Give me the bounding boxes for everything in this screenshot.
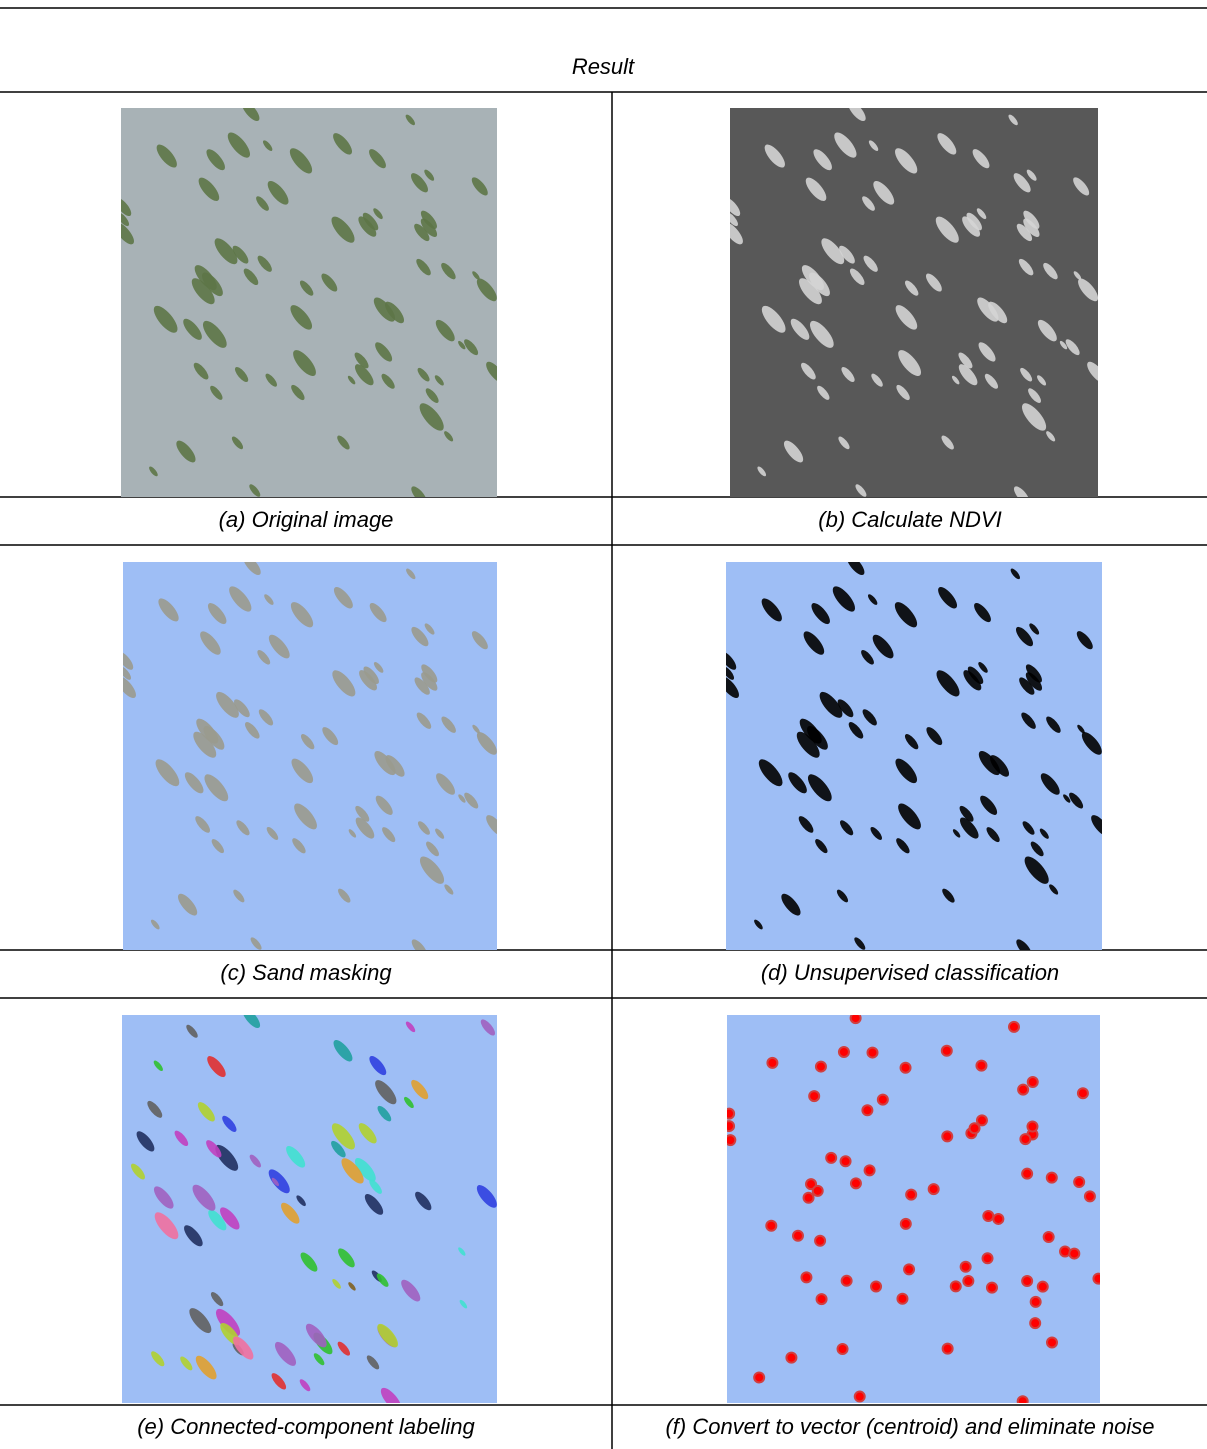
centroid-marker	[977, 1115, 987, 1125]
centroid-marker	[724, 1121, 734, 1131]
centroid-marker	[987, 1283, 997, 1293]
centroid-marker	[855, 1392, 865, 1402]
centroid-marker	[901, 1063, 911, 1073]
centroid-marker	[1030, 1318, 1040, 1328]
figure-table: Result (a) Original image (b) Calculate …	[0, 0, 1207, 1449]
centroid-marker	[804, 1193, 814, 1203]
image-background	[122, 1015, 497, 1403]
centroid-marker	[868, 1048, 878, 1058]
centroid-marker	[983, 1211, 993, 1221]
centroid-marker	[815, 1236, 825, 1246]
centroid-marker	[839, 1047, 849, 1057]
centroid-marker	[813, 1186, 823, 1196]
centroid-marker	[1047, 1173, 1057, 1183]
centroid-marker	[1022, 1169, 1032, 1179]
caption: (b) Calculate NDVI	[818, 507, 1001, 532]
centroid-marker	[809, 1091, 819, 1101]
centroid-marker	[943, 1344, 953, 1354]
centroid-marker	[878, 1095, 888, 1105]
centroid-marker	[871, 1281, 881, 1291]
centroid-marker	[851, 1013, 861, 1023]
centroid-marker	[826, 1153, 836, 1163]
centroid-marker	[841, 1156, 851, 1166]
centroid-marker	[993, 1214, 1003, 1224]
centroid-marker	[1069, 1249, 1079, 1259]
centroid-marker	[817, 1294, 827, 1304]
centroid-marker	[904, 1264, 914, 1274]
centroid-marker	[842, 1276, 852, 1286]
centroid-marker	[1047, 1337, 1057, 1347]
centroid-marker	[754, 1372, 764, 1382]
caption: (e) Connected-component labeling	[137, 1414, 475, 1439]
centroid-marker	[724, 1109, 734, 1119]
centroid-marker	[1031, 1297, 1041, 1307]
centroid-marker	[1022, 1276, 1032, 1286]
centroid-marker	[983, 1253, 993, 1263]
centroid-marker	[1093, 1274, 1103, 1284]
centroid-marker	[1020, 1134, 1030, 1144]
centroid-marker	[816, 1062, 826, 1072]
centroid-marker	[1018, 1085, 1028, 1095]
centroid-marker	[725, 1135, 735, 1145]
caption: (d) Unsupervised classification	[761, 960, 1059, 985]
panel-image	[724, 1013, 1103, 1406]
centroid-marker	[963, 1276, 973, 1286]
centroid-marker	[1078, 1088, 1088, 1098]
centroid-marker	[897, 1294, 907, 1304]
centroid-marker	[1038, 1282, 1048, 1292]
image-background	[727, 1015, 1100, 1403]
centroid-marker	[906, 1190, 916, 1200]
centroid-marker	[901, 1219, 911, 1229]
centroid-marker	[1027, 1122, 1037, 1132]
table-header: Result	[572, 54, 635, 79]
panel-image	[114, 552, 508, 959]
centroid-marker	[851, 1178, 861, 1188]
centroid-marker	[1009, 1022, 1019, 1032]
caption: (f) Convert to vector (centroid) and eli…	[665, 1414, 1154, 1439]
centroid-marker	[838, 1344, 848, 1354]
centroid-marker	[862, 1105, 872, 1115]
centroid-marker	[766, 1221, 776, 1231]
caption: (c) Sand masking	[220, 960, 392, 985]
centroid-marker	[786, 1353, 796, 1363]
centroid-marker	[1074, 1177, 1084, 1187]
panel-image	[112, 99, 508, 507]
centroid-marker	[1028, 1077, 1038, 1087]
centroid-marker	[929, 1184, 939, 1194]
centroid-marker	[942, 1131, 952, 1141]
centroid-marker	[767, 1058, 777, 1068]
centroid-marker	[801, 1272, 811, 1282]
centroid-marker	[961, 1262, 971, 1272]
centroid-marker	[865, 1165, 875, 1175]
panel-image	[717, 552, 1113, 959]
centroid-marker	[976, 1061, 986, 1071]
centroid-marker	[1085, 1191, 1095, 1201]
centroid-marker	[942, 1046, 952, 1056]
caption: (a) Original image	[219, 507, 394, 532]
panel-image	[720, 99, 1108, 507]
page: Result (a) Original image (b) Calculate …	[0, 0, 1207, 1449]
panel-image	[122, 1005, 500, 1414]
centroid-marker	[1044, 1232, 1054, 1242]
centroid-marker	[793, 1231, 803, 1241]
centroid-marker	[951, 1281, 961, 1291]
